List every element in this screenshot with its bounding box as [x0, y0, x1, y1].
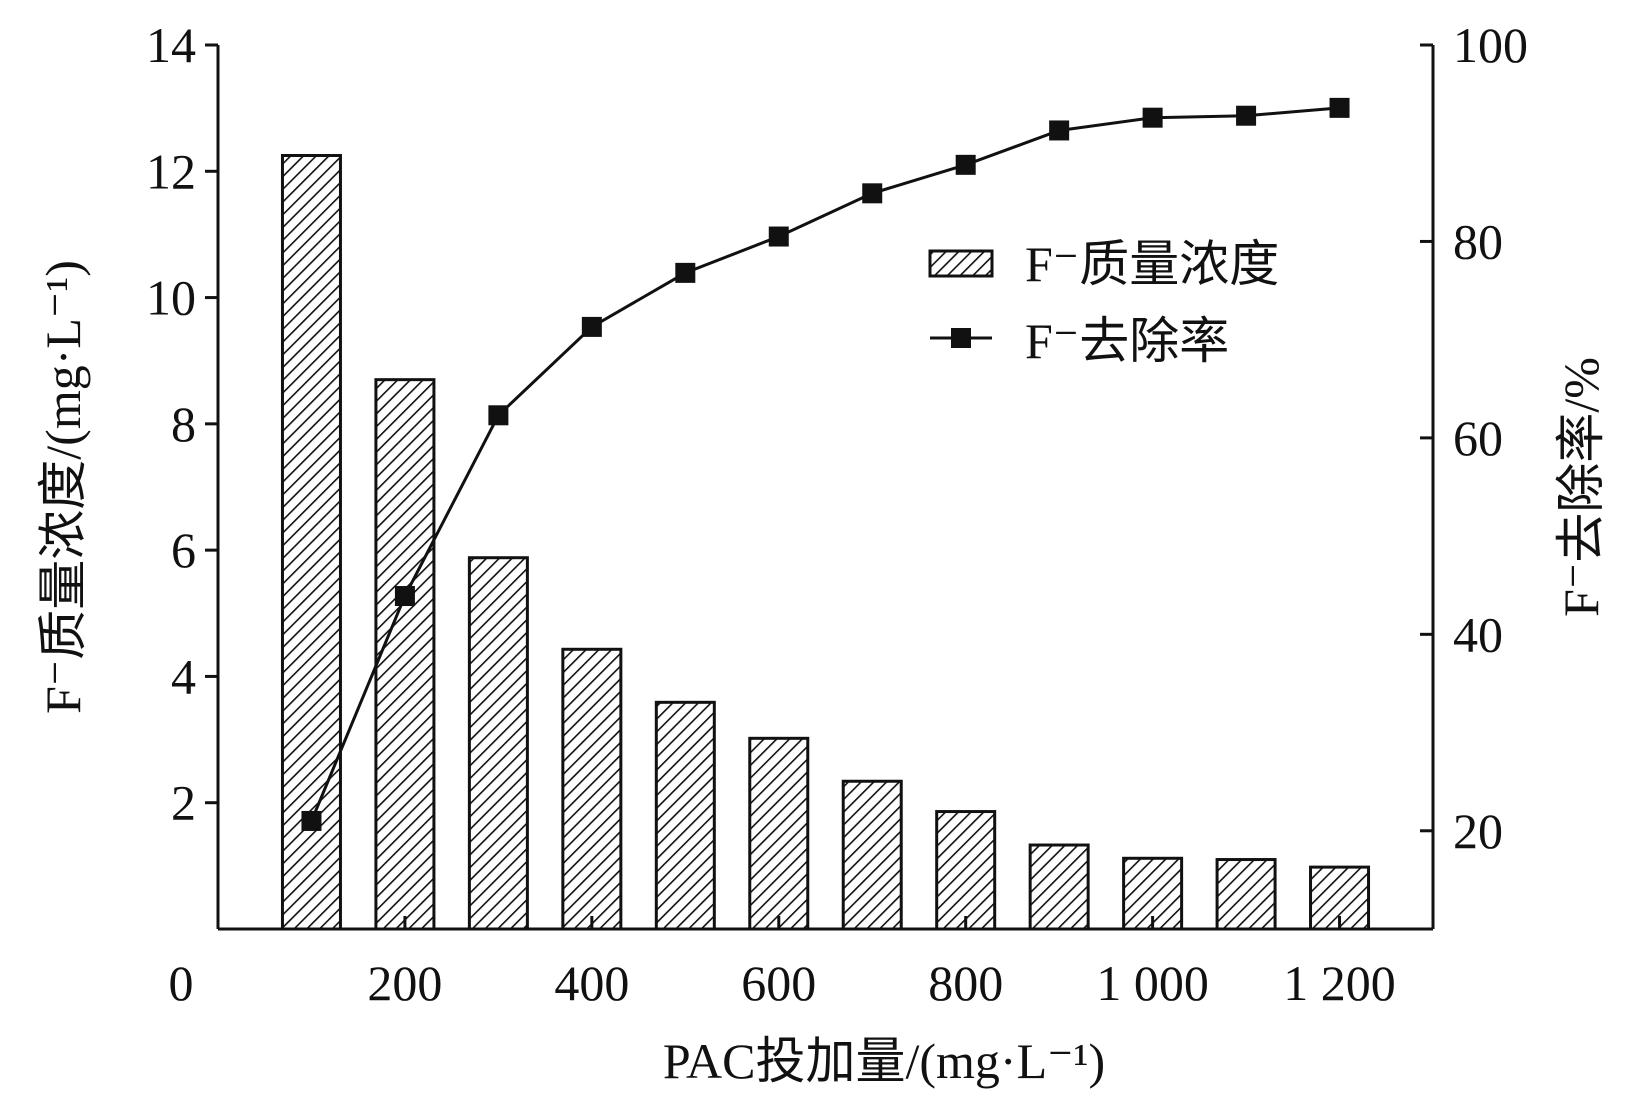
- y-left-tick-label: 4: [171, 648, 196, 704]
- y-left-tick-label: 8: [171, 396, 196, 452]
- line-marker: [675, 262, 696, 283]
- y-left-tick-label: 6: [171, 522, 196, 578]
- line-marker: [768, 226, 789, 247]
- line-marker: [581, 316, 602, 337]
- plot-frame: [216, 45, 1435, 931]
- bar-series: [280, 154, 1371, 931]
- line-marker: [1236, 105, 1257, 126]
- y-right-tick-label: 80: [1453, 213, 1503, 269]
- x-tick-label: 1 000: [1096, 955, 1209, 1011]
- legend-label-concentration: F⁻质量浓度: [1025, 236, 1279, 292]
- bar: [467, 556, 529, 931]
- legend-marker-removal: [951, 328, 971, 348]
- y-left-tick-label: 14: [146, 17, 196, 73]
- bar: [841, 779, 903, 931]
- x-tick-label: 400: [554, 955, 629, 1011]
- bar: [1215, 858, 1277, 931]
- bar: [1028, 843, 1090, 931]
- bar: [654, 700, 716, 931]
- y-left-tick-label: 2: [171, 775, 196, 831]
- legend-label-removal: F⁻去除率: [1025, 313, 1229, 369]
- x-tick-label: 200: [367, 955, 442, 1011]
- x-tick-label: 1 200: [1283, 955, 1396, 1011]
- y-right-tick-label: 40: [1453, 606, 1503, 662]
- x-axis-title: PAC投加量/(mg·L⁻¹): [663, 1033, 1105, 1089]
- line-marker: [862, 183, 883, 204]
- line-marker: [1142, 107, 1163, 128]
- legend: F⁻质量浓度 F⁻去除率: [928, 236, 1279, 369]
- bar: [748, 736, 810, 931]
- y-right-tick-label: 20: [1453, 803, 1503, 859]
- y-left-tick-label: 10: [146, 270, 196, 326]
- line-marker: [488, 405, 509, 426]
- y-left-tick-label: 12: [146, 143, 196, 199]
- bar: [561, 647, 623, 931]
- removal-rate-markers: [301, 97, 1350, 831]
- x-tick-label: 0: [169, 955, 194, 1011]
- legend-swatch-concentration: [928, 249, 994, 278]
- bar: [280, 154, 342, 931]
- line-marker: [394, 586, 415, 607]
- removal-rate-line: [310, 106, 1340, 822]
- line-marker: [955, 154, 976, 175]
- bar: [935, 810, 997, 931]
- bar: [374, 378, 436, 931]
- y-left-axis-title: F⁻质量浓度/(mg·L⁻¹): [35, 260, 91, 714]
- line-marker: [301, 810, 322, 831]
- y-right-tick-label: 100: [1453, 17, 1528, 73]
- y-right-axis-title: F⁻去除率/%: [1553, 357, 1609, 617]
- y-right-tick-label: 60: [1453, 410, 1503, 466]
- x-tick-label: 800: [928, 955, 1003, 1011]
- line-marker: [1329, 97, 1350, 118]
- x-tick-label: 600: [741, 955, 816, 1011]
- line-marker: [1049, 120, 1070, 141]
